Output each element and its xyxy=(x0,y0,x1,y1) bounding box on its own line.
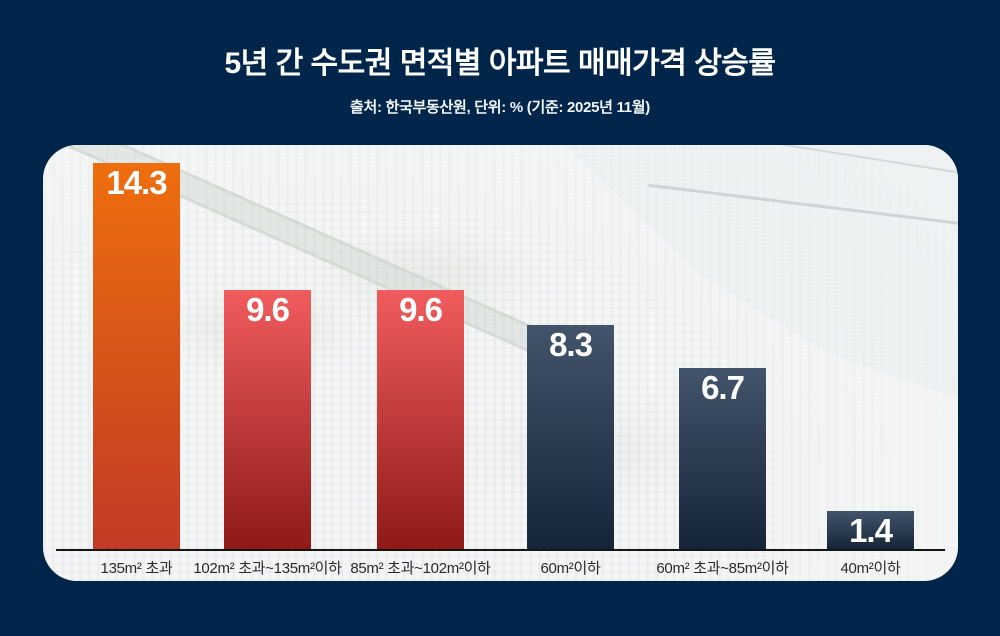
category-label: 60m²이하 xyxy=(540,560,601,577)
category-label: 102m² 초과~135m²이하 xyxy=(193,560,342,577)
bar-102m² 초과~135m²이하: 9.6 xyxy=(224,290,311,549)
source-note: 출처: 한국부동산원, 단위: % (기준: 2025년 11월) xyxy=(349,99,650,116)
x-axis-line xyxy=(56,549,945,551)
bar-value-label: 9.6 xyxy=(399,291,443,328)
category-label: 40m²이하 xyxy=(840,560,901,577)
park-patches xyxy=(43,145,958,581)
category-label: 60m² 초과~85m²이하 xyxy=(656,560,789,577)
bar-60m² 초과~85m²이하: 6.7 xyxy=(679,368,766,549)
bar-40m²이하: 1.4 xyxy=(827,511,914,549)
bar-value-label: 1.4 xyxy=(849,512,893,549)
bar-value-label: 6.7 xyxy=(701,369,745,406)
bar-85m² 초과~102m²이하: 9.6 xyxy=(377,290,464,549)
white-overlay xyxy=(43,145,958,581)
bar-value-label: 14.3 xyxy=(106,164,167,201)
bar-value-label: 8.3 xyxy=(549,326,593,363)
bar-135m² 초과: 14.3 xyxy=(93,163,180,549)
bar-60m²이하: 8.3 xyxy=(527,325,614,549)
category-label: 135m² 초과 xyxy=(100,560,173,577)
bar-value-label: 9.6 xyxy=(246,291,290,328)
page-title: 5년 간 수도권 면적별 아파트 매매가격 상승률 xyxy=(224,47,777,80)
building-texture xyxy=(43,145,958,581)
aerial-photo-background xyxy=(43,145,958,581)
category-label: 85m² 초과~102m²이하 xyxy=(350,560,491,577)
chart-card: 14.3 135m² 초과 9.6 102m² 초과~135m²이하 9.6 85m² 초… xyxy=(43,145,958,581)
header: 5년 간 수도권 면적별 아파트 매매가격 상승률 출처: 한국부동산원, 단위… xyxy=(0,0,1000,117)
